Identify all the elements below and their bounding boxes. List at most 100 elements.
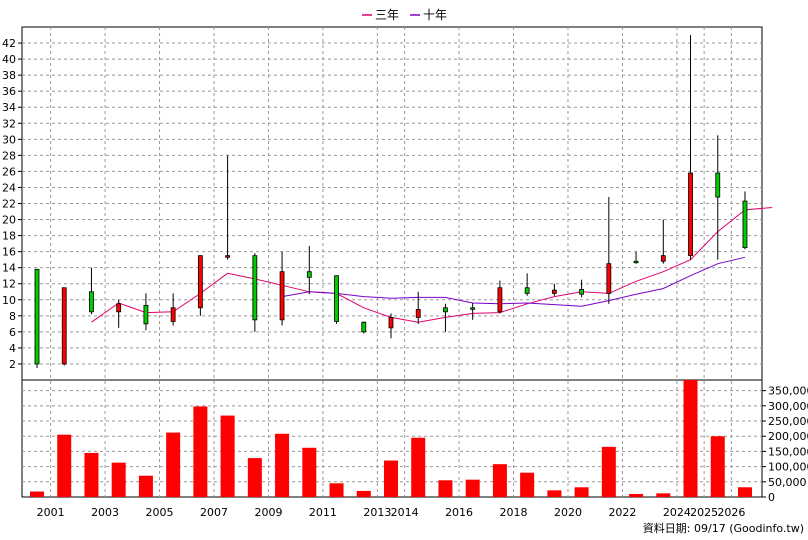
price-tick-label: 30 <box>2 133 16 146</box>
volume-bar <box>275 433 290 497</box>
candle-body <box>415 308 421 318</box>
candle-body <box>225 255 231 258</box>
candle-body <box>715 172 721 198</box>
price-tick-label: 34 <box>2 101 16 114</box>
price-tick-label: 4 <box>9 342 16 355</box>
ma-line-0 <box>91 207 773 323</box>
candle-body <box>170 307 176 322</box>
grid-lines <box>22 27 762 497</box>
candle-body <box>606 263 612 294</box>
volume-bar <box>737 487 752 497</box>
x-axis: 2001 2003 2005 2007 2009 2011 2013 2014 2016 2018… <box>37 506 746 519</box>
volume-bar <box>30 491 44 497</box>
volume-bar <box>247 458 262 497</box>
x-tick-label: 2003 <box>91 506 119 519</box>
x-tick-label: 2018 <box>500 506 528 519</box>
x-tick-label: 2025 <box>690 506 718 519</box>
volume-bar <box>138 475 153 497</box>
x-tick-label: 2024 <box>663 506 691 519</box>
volume-bar <box>111 462 126 497</box>
volume-tick-label: 250,000 <box>768 415 808 428</box>
volume-bar <box>601 446 616 497</box>
candle-body <box>633 260 639 264</box>
volume-bar <box>166 432 181 497</box>
ma-line-1 <box>282 256 746 307</box>
candle-body <box>524 287 530 294</box>
price-tick-label: 38 <box>2 69 16 82</box>
volume-tick-label: 0 <box>768 491 775 504</box>
data-date-footer: 資料日期: 09/17 (Goodinfo.tw) <box>643 521 804 535</box>
price-tick-label: 36 <box>2 85 16 98</box>
x-tick-label: 2009 <box>254 506 282 519</box>
price-tick-label: 6 <box>9 326 16 339</box>
x-tick-label: 2007 <box>200 506 228 519</box>
price-tick-label: 16 <box>2 246 16 259</box>
volume-bar <box>710 436 725 497</box>
volume-tick-label: 350,000 <box>768 385 808 398</box>
candle-body <box>252 255 258 321</box>
volume-bar <box>547 490 562 497</box>
candle-body <box>34 268 40 365</box>
price-tick-label: 8 <box>9 310 16 323</box>
volume-tick-label: 300,000 <box>768 400 808 413</box>
price-tick-label: 40 <box>2 53 16 66</box>
price-tick-label: 18 <box>2 230 16 243</box>
x-tick-label: 2020 <box>554 506 582 519</box>
legend-label-0: 三年 <box>375 8 399 22</box>
volume-tick-label: 200,000 <box>768 430 808 443</box>
price-tick-label: 20 <box>2 214 16 227</box>
volume-tick-label: 50,000 <box>768 476 807 489</box>
candle-body <box>116 303 122 313</box>
price-tick-label: 42 <box>2 37 16 50</box>
candle-body <box>388 317 394 329</box>
price-tick-label: 32 <box>2 117 16 130</box>
candle-body <box>688 172 693 257</box>
candle-body <box>279 271 285 321</box>
candle-body <box>470 307 476 310</box>
volume-bars <box>30 380 752 497</box>
candle-body <box>551 289 557 294</box>
volume-bar <box>220 415 235 497</box>
volume-tick-label: 150,000 <box>768 445 808 458</box>
candle-body <box>306 271 312 278</box>
price-tick-label: 10 <box>2 294 16 307</box>
candle-body <box>579 288 584 295</box>
candle-body <box>334 275 339 322</box>
price-tick-label: 2 <box>9 358 16 371</box>
price-tick-label: 12 <box>2 278 16 291</box>
volume-bar <box>438 480 453 497</box>
candle-body <box>143 304 149 325</box>
price-tick-label: 22 <box>2 198 16 211</box>
volume-bar <box>57 434 72 497</box>
price-tick-label: 26 <box>2 165 16 178</box>
candle-body <box>742 200 748 249</box>
x-tick-label: 2022 <box>608 506 636 519</box>
volume-bar <box>492 464 507 497</box>
volume-bar <box>465 479 480 497</box>
chart-legend: 三年 十年 <box>362 8 447 22</box>
x-tick-label: 2013 <box>363 506 391 519</box>
volume-bar <box>683 380 698 497</box>
volume-tick-label: 100,000 <box>768 461 808 474</box>
volume-bar <box>302 447 317 497</box>
volume-bar <box>574 487 589 497</box>
volume-bar <box>656 493 671 497</box>
candle-body <box>197 255 203 309</box>
candle-body <box>89 291 94 313</box>
price-tick-label: 14 <box>2 262 16 275</box>
x-tick-label: 2005 <box>146 506 174 519</box>
x-tick-label: 2001 <box>37 506 65 519</box>
moving-average-lines <box>91 207 773 323</box>
price-tick-label: 28 <box>2 149 16 162</box>
x-tick-label: 2014 <box>391 506 419 519</box>
volume-bar <box>84 452 99 497</box>
volume-bar <box>356 490 371 497</box>
volume-bar <box>193 406 208 497</box>
price-tick-label: 24 <box>2 181 16 194</box>
volume-bar <box>411 437 426 497</box>
candle-body <box>497 287 503 313</box>
candle-body <box>361 321 367 333</box>
x-tick-label: 2026 <box>717 506 745 519</box>
volume-axis: 0 50,000 100,000 150,000 200,000 250,000 300,0… <box>762 385 808 504</box>
